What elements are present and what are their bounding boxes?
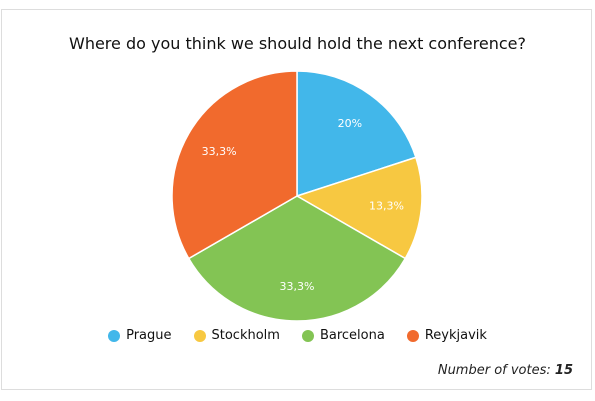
pie-label-reykjavik: 33,3% bbox=[202, 145, 237, 158]
votes-count: 15 bbox=[554, 363, 573, 378]
pie-slice-barcelona[interactable] bbox=[187, 195, 407, 322]
legend-label-stockholm: Stockholm bbox=[211, 328, 280, 343]
pie-slice-stockholm[interactable] bbox=[295, 156, 423, 260]
pie-labels: 20% 13,3% 33,3% 33,3% bbox=[202, 117, 404, 293]
legend-swatch-barcelona bbox=[301, 330, 314, 342]
legend: Prague Stockholm Barcelona Reykjavik bbox=[0, 327, 595, 345]
legend-label-reykjavik: Reykjavik bbox=[424, 328, 487, 343]
pie-label-barcelona: 33,3% bbox=[280, 280, 315, 293]
votes-footer: Number of votes: 15 bbox=[438, 362, 573, 380]
pie-slice-reykjavik[interactable] bbox=[171, 70, 298, 260]
legend-item-reykjavik[interactable]: Reykjavik bbox=[406, 327, 487, 345]
legend-item-barcelona[interactable]: Barcelona bbox=[301, 327, 385, 345]
legend-swatch-stockholm bbox=[193, 330, 206, 342]
pie-slices bbox=[171, 70, 423, 322]
legend-label-prague: Prague bbox=[126, 328, 172, 343]
legend-item-prague[interactable]: Prague bbox=[108, 327, 172, 345]
pie-slice-prague[interactable] bbox=[296, 70, 417, 198]
pie-label-prague: 20% bbox=[338, 117, 362, 130]
legend-swatch-prague bbox=[108, 330, 121, 342]
chart-title: Where do you think we should hold the ne… bbox=[69, 34, 526, 53]
legend-label-barcelona: Barcelona bbox=[319, 328, 385, 343]
legend-swatch-reykjavik bbox=[406, 330, 419, 342]
votes-label: Number of votes: bbox=[437, 363, 551, 378]
pie-label-stockholm: 13,3% bbox=[369, 199, 404, 212]
legend-item-stockholm[interactable]: Stockholm bbox=[193, 327, 280, 345]
